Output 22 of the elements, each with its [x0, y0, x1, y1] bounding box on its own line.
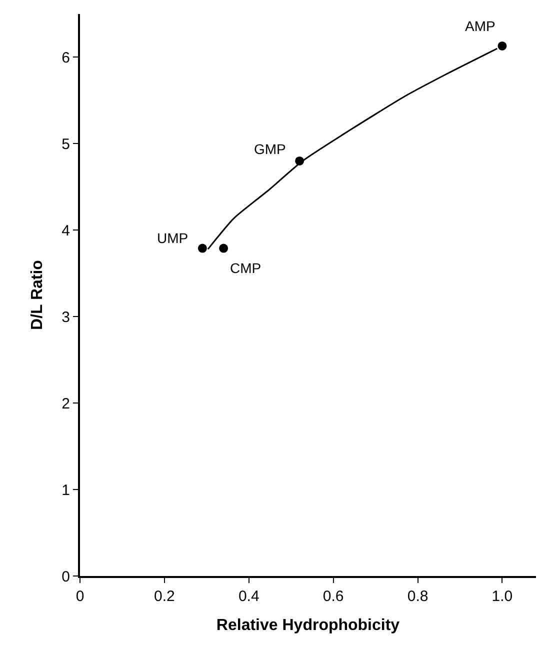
point: [498, 41, 507, 50]
y-tick-label: 6: [62, 49, 70, 66]
annotation: AMP: [465, 18, 496, 34]
x-tick-label: 0.8: [407, 588, 428, 605]
y-tick-label: 4: [62, 222, 70, 240]
y-axis-title: D/L Ratio: [29, 260, 46, 330]
y-tick-label: 2: [62, 395, 70, 412]
x-axis-title: Relative Hydrophobicity: [216, 617, 400, 634]
y-tick-label: 3: [62, 308, 70, 326]
x-tick-label: 1.0: [492, 588, 513, 605]
x-tick-label: 0.6: [322, 588, 344, 605]
y-tick-label: 1: [62, 482, 70, 499]
x-tick-label: 0.4: [238, 588, 260, 605]
annotation: UMP: [157, 230, 188, 246]
y-tick-label: 0: [62, 568, 70, 586]
point: [219, 244, 228, 253]
annotation: CMP: [230, 260, 262, 276]
x-tick-label: 0: [76, 588, 84, 605]
point: [198, 244, 207, 253]
annotation: GMP: [254, 141, 286, 157]
x-tick-label: 0.2: [154, 588, 175, 605]
y-tick-label: 5: [62, 136, 70, 153]
